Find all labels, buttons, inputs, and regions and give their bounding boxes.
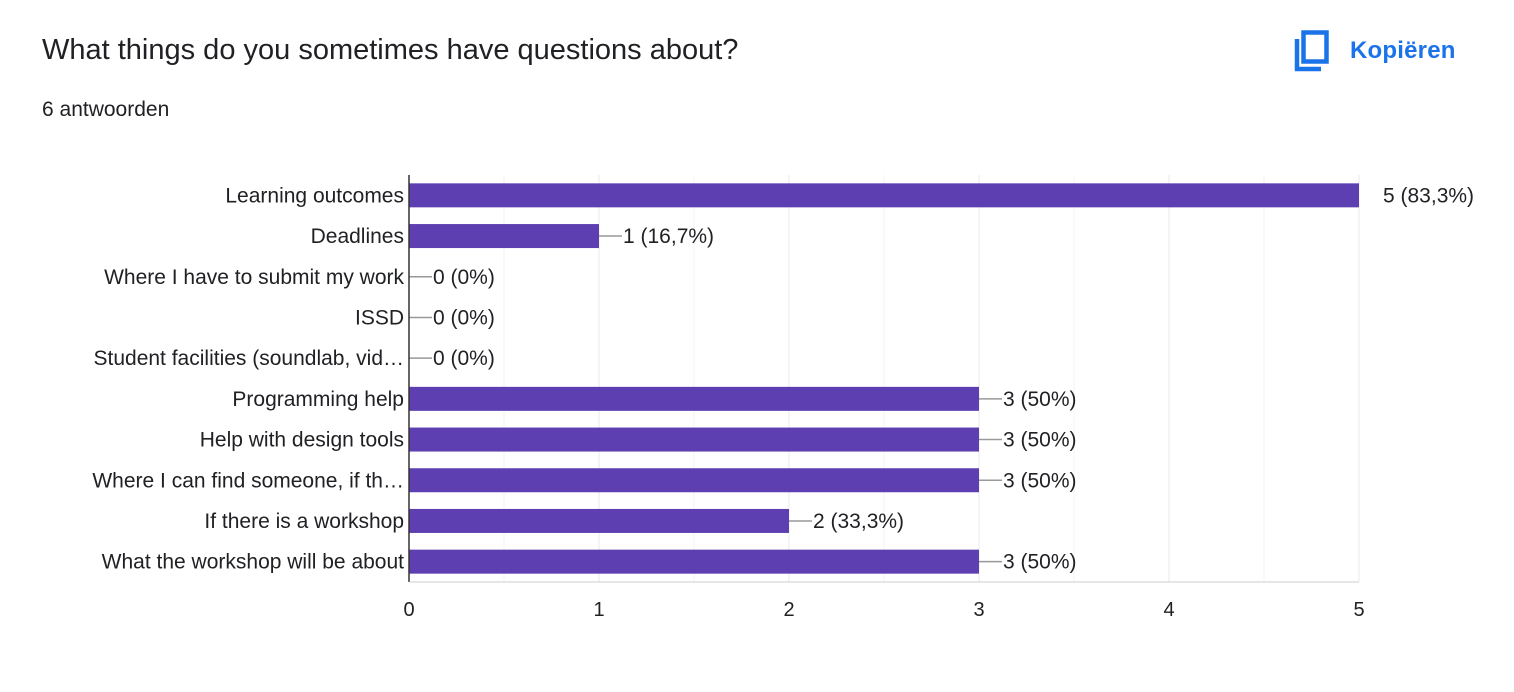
bar [409, 386, 979, 411]
category-label: Programming help [232, 388, 404, 411]
x-tick-label: 0 [403, 599, 414, 621]
x-tick-label: 4 [1163, 599, 1174, 621]
value-label: 3 (50%) [1003, 469, 1077, 492]
bar [409, 224, 599, 249]
label-layer: 0 1 2 3 4 5 Learning outcomes 5 (83,3%) Deadline… [92, 184, 1474, 621]
x-tick-label: 1 [593, 599, 604, 621]
response-count: 6 antwoorden [42, 98, 170, 121]
bar-layer [409, 183, 1359, 574]
category-label: ISSD [355, 306, 404, 329]
bar [409, 508, 789, 533]
bar [409, 427, 979, 452]
category-label: Student facilities (soundlab, vid… [94, 347, 405, 370]
category-label: What the workshop will be about [102, 551, 404, 574]
copy-label: Kopiëren [1350, 37, 1456, 64]
bar [409, 549, 979, 574]
copy-icon [1294, 30, 1329, 72]
value-label: 2 (33,3%) [813, 510, 904, 533]
value-label: 1 (16,7%) [623, 225, 714, 248]
category-label: Deadlines [311, 225, 404, 248]
value-label: 5 (83,3%) [1383, 184, 1474, 207]
category-label: If there is a workshop [204, 510, 404, 533]
category-label: Where I have to submit my work [104, 266, 404, 289]
value-label: 3 (50%) [1003, 429, 1077, 452]
bar [409, 468, 979, 493]
x-tick-label: 5 [1353, 599, 1364, 621]
bar [409, 183, 1359, 208]
category-label: Help with design tools [200, 429, 404, 452]
value-label: 0 (0%) [433, 306, 495, 329]
value-label: 3 (50%) [1003, 551, 1077, 574]
x-tick-label: 3 [973, 599, 984, 621]
category-label: Where I can find someone, if th… [92, 469, 404, 492]
axis-layer [408, 175, 1359, 583]
value-label: 0 (0%) [433, 347, 495, 370]
question-title: What things do you sometimes have questi… [42, 34, 739, 66]
value-label: 0 (0%) [433, 266, 495, 289]
value-label: 3 (50%) [1003, 388, 1077, 411]
copy-button[interactable]: Kopiëren [1290, 28, 1456, 74]
x-tick-label: 2 [783, 599, 794, 621]
category-label: Learning outcomes [225, 184, 404, 207]
